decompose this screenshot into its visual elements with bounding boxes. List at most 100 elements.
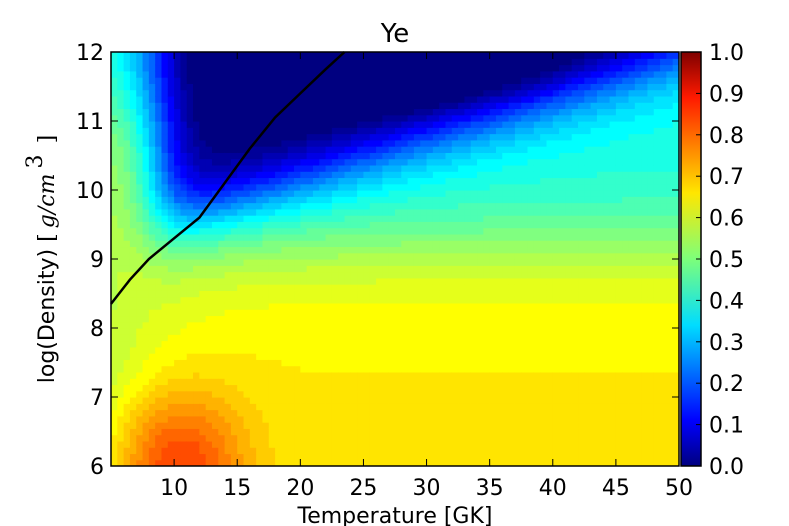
heatmap-cell	[413, 378, 421, 386]
heatmap-cell	[565, 95, 573, 103]
heatmap-cell	[319, 95, 327, 103]
heatmap-cell	[376, 284, 383, 291]
heatmap-cell	[395, 315, 402, 323]
heatmap-cell	[451, 221, 459, 229]
heatmap-cell	[155, 428, 163, 436]
heatmap-cell	[136, 302, 144, 310]
heatmap-cell	[552, 183, 560, 191]
heatmap-cell	[218, 233, 226, 241]
heatmap-cell	[161, 409, 169, 417]
heatmap-cell	[420, 271, 428, 279]
heatmap-cell	[237, 190, 245, 197]
heatmap-cell	[432, 384, 440, 392]
heatmap-cell	[521, 415, 529, 423]
heatmap-cell	[432, 265, 440, 273]
heatmap-cell	[508, 108, 516, 116]
heatmap-cell	[571, 415, 579, 423]
heatmap-cell	[193, 371, 200, 379]
heatmap-cell	[129, 434, 137, 442]
heatmap-cell	[401, 315, 409, 323]
heatmap-cell	[514, 346, 522, 354]
heatmap-cell	[363, 196, 371, 204]
heatmap-cell	[388, 158, 396, 166]
heatmap-cell	[470, 227, 478, 235]
heatmap-cell	[142, 277, 150, 285]
heatmap-cell	[350, 114, 358, 122]
heatmap-cell	[489, 246, 497, 254]
heatmap-cell	[363, 227, 371, 235]
heatmap-cell	[243, 422, 251, 429]
heatmap-cell	[193, 259, 200, 266]
heatmap-cell	[426, 202, 434, 210]
heatmap-cell	[546, 434, 554, 442]
heatmap-cell	[117, 340, 125, 348]
heatmap-cell	[350, 183, 358, 191]
heatmap-cell	[502, 353, 510, 360]
heatmap-cell	[306, 133, 314, 141]
heatmap-cell	[199, 290, 207, 298]
heatmap-cell	[451, 139, 459, 147]
heatmap-cell	[237, 384, 245, 392]
heatmap-cell	[268, 233, 276, 241]
heatmap-cell	[300, 202, 308, 210]
heatmap-cell	[142, 390, 150, 398]
heatmap-cell	[306, 208, 314, 216]
heatmap-cell	[439, 346, 447, 354]
heatmap-cell	[489, 70, 497, 78]
heatmap-cell	[578, 240, 585, 248]
heatmap-cell	[230, 321, 238, 329]
heatmap-cell	[312, 390, 320, 398]
heatmap-cell	[514, 459, 522, 466]
heatmap-cell	[218, 89, 226, 97]
heatmap-cell	[218, 127, 226, 135]
heatmap-cell	[565, 277, 573, 285]
heatmap-cell	[559, 334, 566, 342]
heatmap-cell	[369, 208, 377, 216]
heatmap-cell	[199, 183, 207, 191]
heatmap-cell	[256, 259, 264, 266]
heatmap-cell	[451, 146, 459, 153]
heatmap-cell	[571, 208, 579, 216]
heatmap-cell	[306, 146, 314, 153]
heatmap-cell	[395, 190, 402, 197]
heatmap-cell	[559, 152, 566, 160]
heatmap-cell	[268, 177, 276, 185]
heatmap-cell	[571, 277, 579, 285]
heatmap-cell	[256, 83, 264, 91]
heatmap-cell	[193, 353, 200, 360]
heatmap-cell	[211, 77, 219, 84]
heatmap-cell	[193, 89, 200, 97]
heatmap-cell	[338, 409, 346, 417]
heatmap-cell	[199, 83, 207, 91]
heatmap-cell	[148, 453, 156, 461]
heatmap-cell	[363, 353, 371, 360]
heatmap-cell	[312, 365, 320, 373]
heatmap-cell	[350, 459, 358, 466]
heatmap-cell	[527, 371, 535, 379]
heatmap-cell	[445, 296, 453, 304]
heatmap-cell	[401, 208, 409, 216]
heatmap-cell	[338, 121, 346, 128]
heatmap-cell	[111, 177, 118, 185]
heatmap-cell	[136, 277, 144, 285]
heatmap-cell	[224, 52, 232, 59]
heatmap-cell	[546, 52, 554, 59]
heatmap-cell	[527, 233, 535, 241]
heatmap-cell	[533, 171, 541, 179]
heatmap-cell	[376, 340, 383, 348]
heatmap-cell	[331, 397, 339, 404]
heatmap-cell	[401, 440, 409, 448]
heatmap-cell	[470, 190, 478, 197]
heatmap-cell	[413, 133, 421, 141]
heatmap-cell	[578, 334, 585, 342]
heatmap-cell	[174, 146, 182, 153]
heatmap-cell	[502, 359, 510, 367]
heatmap-cell	[249, 340, 257, 348]
heatmap-cell	[477, 133, 484, 141]
heatmap-cell	[325, 415, 333, 423]
heatmap-cell	[319, 346, 327, 354]
heatmap-cell	[495, 428, 503, 436]
heatmap-cell	[559, 196, 566, 204]
heatmap-cell	[218, 321, 226, 329]
heatmap-cell	[129, 215, 137, 222]
